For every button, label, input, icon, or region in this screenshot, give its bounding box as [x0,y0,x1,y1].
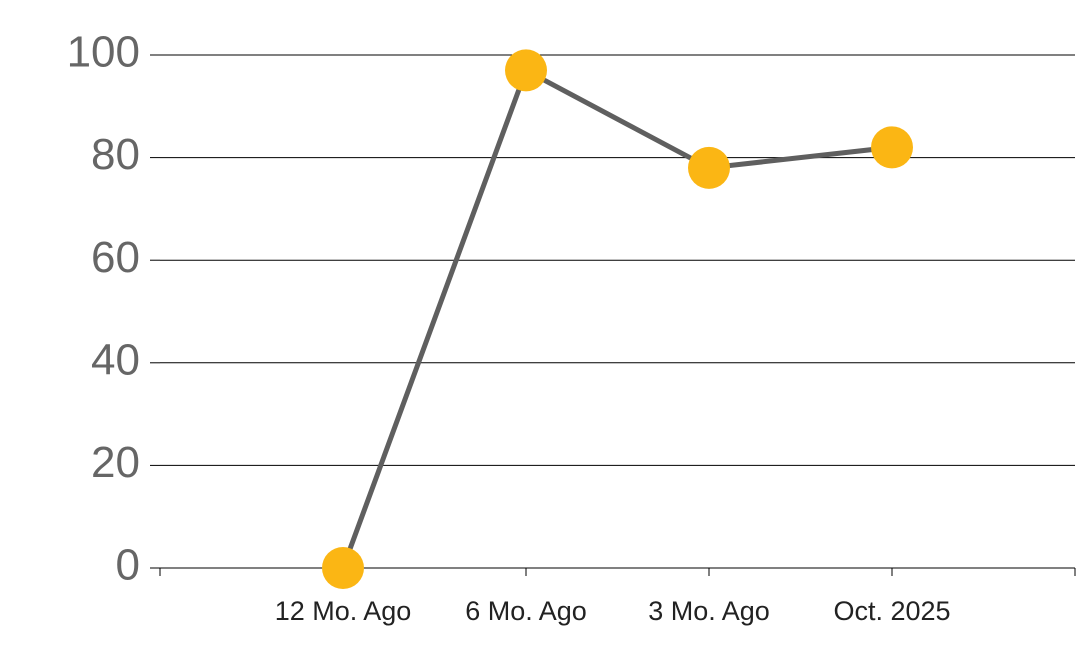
point-marker [871,126,913,169]
y-tick-label: 60 [91,233,140,282]
x-tick-label: 12 Mo. Ago [275,596,412,626]
point-marker [688,146,730,189]
point-marker [322,547,364,589]
y-tick-label: 0 [116,541,140,590]
x-tick-label: 3 Mo. Ago [648,596,770,626]
point-marker [505,49,547,92]
y-tick-label: 40 [91,335,140,384]
x-tick-label: Oct. 2025 [833,596,950,626]
line [340,66,893,569]
y-tick-label: 20 [91,438,140,487]
y-tick-label: 100 [67,28,140,77]
x-tick-label: 6 Mo. Ago [465,596,587,626]
y-tick-label: 80 [91,130,140,179]
